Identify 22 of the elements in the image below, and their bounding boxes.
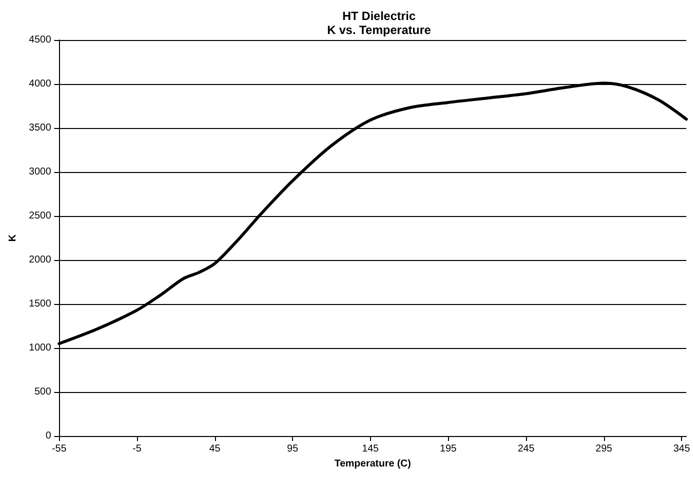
y-tick-label: 2000 bbox=[28, 254, 52, 266]
x-tick-label: -5 bbox=[132, 444, 142, 454]
x-tick-label: 45 bbox=[209, 444, 221, 454]
x-tick-label: 295 bbox=[596, 444, 613, 454]
x-tick-label: 245 bbox=[518, 444, 535, 454]
y-tick-label: 3500 bbox=[28, 122, 52, 134]
y-tick-label: 4000 bbox=[28, 78, 52, 90]
x-tick-label: 345 bbox=[673, 444, 690, 454]
y-tick-label: 1500 bbox=[28, 298, 52, 310]
y-tick-label: 2500 bbox=[28, 210, 52, 222]
chart-title: HT Dielectric K vs. Temperature bbox=[327, 9, 432, 37]
y-tick-label: 4500 bbox=[28, 34, 52, 46]
y-tick-label: 3000 bbox=[28, 166, 52, 178]
x-tick-label: -55 bbox=[52, 444, 67, 454]
y-tick-label: 500 bbox=[34, 386, 52, 398]
x-axis-title: Temperature (C) bbox=[334, 458, 411, 470]
x-tick-label: 145 bbox=[362, 444, 380, 454]
y-tick-label: 0 bbox=[46, 430, 52, 442]
x-tick-label: 95 bbox=[287, 444, 299, 454]
x-tick-label: 195 bbox=[440, 444, 457, 454]
y-tick-label: 1000 bbox=[28, 342, 52, 354]
y-axis-title: K bbox=[8, 234, 18, 242]
